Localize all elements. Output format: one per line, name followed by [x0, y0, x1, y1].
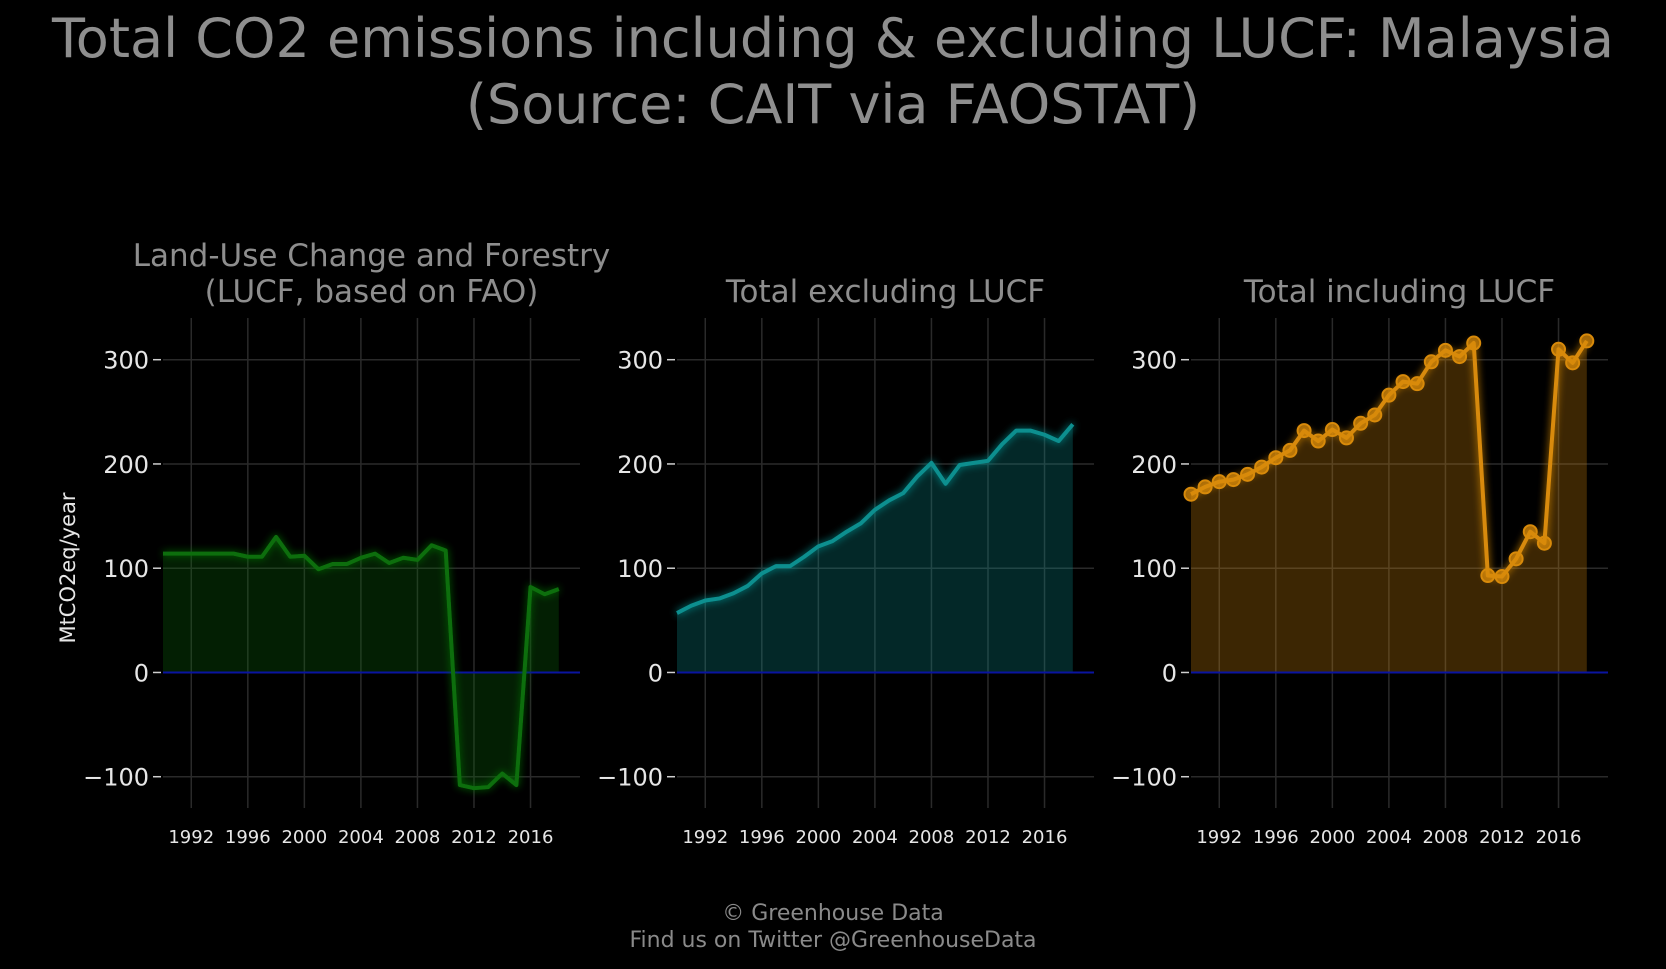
data-point	[1240, 466, 1256, 482]
y-tick-label: −100	[83, 764, 149, 792]
panel-title-line: Total including LUCF	[1243, 274, 1555, 310]
caption-line-2: Find us on Twitter @GreenhouseData	[629, 928, 1037, 953]
data-point	[1494, 569, 1510, 585]
data-point	[1466, 335, 1482, 351]
data-point	[1565, 355, 1581, 371]
x-tick-label: 2016	[1536, 827, 1582, 848]
x-tick-label: 2004	[1366, 827, 1412, 848]
y-tick-label: 200	[103, 451, 149, 479]
data-point	[1423, 354, 1439, 370]
x-tick-label: 2000	[795, 827, 841, 848]
y-tick-label: −100	[1111, 764, 1177, 792]
data-point	[1324, 422, 1340, 438]
series-area	[1191, 340, 1587, 673]
data-point	[1452, 349, 1468, 365]
y-tick-label: 200	[617, 451, 663, 479]
chart-title-line-1: Total CO2 emissions including & excludin…	[52, 7, 1614, 70]
panel-2: Total excluding LUCF −100 0 100 200 300 1992 19…	[597, 274, 1094, 848]
x-tick-label: 2012	[1479, 827, 1525, 848]
x-tick-label: 1996	[225, 827, 271, 848]
data-point	[1395, 374, 1411, 390]
data-point	[1268, 450, 1284, 466]
data-point	[1551, 341, 1567, 357]
y-tick-label: 300	[617, 347, 663, 375]
panel-title-line: Land-Use Change and Forestry	[133, 238, 611, 274]
x-tick-label: 2008	[395, 827, 441, 848]
x-tick-label: 1996	[1253, 827, 1299, 848]
y-tick-label: 100	[617, 555, 663, 583]
data-point	[1522, 524, 1538, 540]
y-tick-label: −100	[597, 764, 663, 792]
x-tick-label: 1996	[739, 827, 785, 848]
x-tick-label: 2000	[1309, 827, 1355, 848]
panel-3: Total including LUCF −100 0 100 200 300 1992 19…	[1111, 274, 1608, 848]
y-axis-label: MtCO2eq/year	[56, 492, 80, 643]
x-tick-label: 2004	[338, 827, 384, 848]
x-tick-label: 2004	[852, 827, 898, 848]
y-tick-label: 100	[103, 555, 149, 583]
data-point	[1381, 387, 1397, 403]
data-point	[1536, 535, 1552, 551]
x-tick-label: 1992	[682, 827, 728, 848]
data-point	[1579, 333, 1595, 349]
caption: © Greenhouse Data Find us on Twitter @Gr…	[0, 900, 1666, 954]
x-tick-label: 2016	[1022, 827, 1068, 848]
data-point	[1353, 415, 1369, 431]
data-point	[1367, 407, 1383, 423]
data-point	[1183, 486, 1199, 502]
x-tick-label: 2008	[1423, 827, 1469, 848]
caption-line-1: © Greenhouse Data	[722, 901, 944, 926]
data-point	[1225, 472, 1241, 488]
data-point	[1197, 479, 1213, 495]
y-tick-label: 300	[1131, 347, 1177, 375]
data-point	[1480, 568, 1496, 584]
panel-title-line: Total excluding LUCF	[725, 274, 1045, 310]
data-point	[1338, 430, 1354, 446]
x-tick-label: 1992	[1196, 827, 1242, 848]
series-area	[163, 536, 559, 789]
panel-title-line: (LUCF, based on FAO)	[205, 274, 539, 310]
y-tick-label: 200	[1131, 451, 1177, 479]
data-point	[1508, 551, 1524, 567]
y-tick-label: 0	[1162, 659, 1177, 687]
x-tick-label: 2008	[909, 827, 955, 848]
chart-title-line-2: (Source: CAIT via FAOSTAT)	[465, 73, 1201, 136]
data-point	[1254, 459, 1270, 475]
x-tick-label: 2016	[508, 827, 554, 848]
data-point	[1310, 433, 1326, 449]
x-tick-label: 2012	[965, 827, 1011, 848]
x-tick-label: 1992	[168, 827, 214, 848]
data-point	[1409, 376, 1425, 392]
panel-1: Land-Use Change and Forestry(LUCF, based…	[83, 238, 610, 848]
series-line	[163, 534, 560, 791]
x-tick-label: 2012	[451, 827, 497, 848]
y-tick-label: 0	[648, 659, 663, 687]
series-line	[676, 423, 1075, 615]
y-tick-label: 100	[1131, 555, 1177, 583]
series-area	[677, 424, 1073, 673]
y-tick-label: 300	[103, 347, 149, 375]
data-point	[1282, 442, 1298, 458]
data-point	[1211, 474, 1227, 490]
x-tick-label: 2000	[281, 827, 327, 848]
data-point	[1437, 342, 1453, 358]
data-point	[1296, 423, 1312, 439]
chart-title: Total CO2 emissions including & excludin…	[0, 6, 1666, 138]
y-tick-label: 0	[134, 659, 149, 687]
